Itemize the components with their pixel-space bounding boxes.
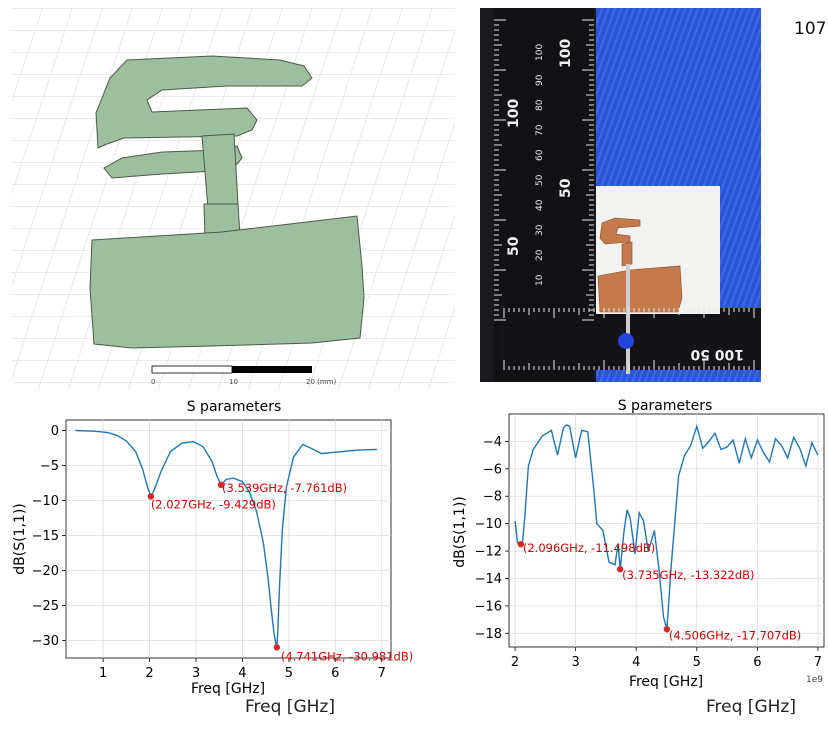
y-tick-label: −8 <box>483 490 502 505</box>
x-tick-label: 3 <box>571 655 579 670</box>
y-tick-label: −25 <box>32 599 59 614</box>
marker-point <box>663 626 671 633</box>
x-tick-label: 2 <box>145 666 153 681</box>
y-tick-label: −15 <box>32 529 59 544</box>
marker-point <box>517 540 525 548</box>
marker-annotation: (3.735GHz, -13.322dB) <box>622 568 754 582</box>
y-tick-label: −5 <box>40 459 59 474</box>
y-tick-label: −12 <box>475 545 502 560</box>
ruler-label: 80 <box>535 99 545 111</box>
series-line <box>75 429 378 648</box>
ruler-label: 30 <box>535 224 545 236</box>
y-tick-label: −20 <box>32 564 59 579</box>
y-tick-label: −10 <box>475 517 502 532</box>
feed-cable <box>626 264 630 374</box>
antenna-photo: 10 20 30 40 50 60 70 80 90 100 50 100 50 100 50 1… <box>480 8 761 382</box>
cropped-xlabel-left: Freq [GHz] <box>245 697 335 717</box>
ruler-big-label-100b: 100 <box>558 39 574 68</box>
cad-antenna-view: 0 10 20 (mm) <box>12 8 455 390</box>
x-tick-label: 4 <box>632 655 640 670</box>
ruler-label: 20 <box>535 249 545 261</box>
x-tick-label: 1 <box>99 666 107 681</box>
ruler-label: 50 <box>535 174 545 186</box>
cropped-xlabel-right: Freq [GHz] <box>706 697 796 717</box>
page-number: 107 <box>794 19 827 39</box>
copper-antenna <box>597 217 683 313</box>
x-tick-label: 5 <box>285 666 293 681</box>
y-tick-label: −4 <box>483 435 502 450</box>
x-tick-label: 7 <box>378 666 386 681</box>
scale-label-20: 20 (mm) <box>306 378 337 386</box>
marker-annotation: (2.096GHz, -11.498dB) <box>523 541 655 555</box>
scale-label-10: 10 <box>229 378 238 386</box>
ruler-label: 90 <box>535 74 545 86</box>
antenna-shape <box>89 55 365 349</box>
ruler-label: 60 <box>535 149 545 161</box>
marker-point <box>147 493 155 500</box>
ruler-big-label-50c: 50 <box>690 346 710 362</box>
x-axis-label: Freq [GHz] <box>629 674 703 690</box>
ruler-label: 10 <box>535 274 545 286</box>
x-tick-label: 5 <box>693 655 701 670</box>
ruler-label: 70 <box>535 124 545 136</box>
x-tick-label: 7 <box>814 655 822 670</box>
marker-point <box>616 565 624 573</box>
scale-bar: 0 10 20 (mm) <box>151 365 337 386</box>
x-tick-label: 6 <box>753 655 761 670</box>
marker-annotation: (4.506GHz, -17.707dB) <box>669 628 801 642</box>
y-tick-label: −16 <box>475 599 502 614</box>
x-tick-label: 2 <box>511 655 519 670</box>
y-axis-label: dB(S(1,1)) <box>12 503 28 575</box>
y-axis-label: dB(S(1,1)) <box>452 496 468 568</box>
ruler-big-label-50: 50 <box>506 236 522 256</box>
y-tick-label: −18 <box>475 627 502 642</box>
series-line <box>514 423 819 630</box>
ruler-big-label-100c: 100 <box>715 346 744 362</box>
marker-annotation: (3.539GHz, -7.761dB) <box>222 481 347 495</box>
x-axis-label: Freq [GHz] <box>191 681 265 697</box>
y-tick-label: 0 <box>51 424 59 439</box>
chart-simulated-s11: S parameters 1 2 3 4 5 6 7 0 −5 −10 −15 −20 −25 −30 (… <box>12 399 413 697</box>
ruler-big-label-100: 100 <box>506 99 522 128</box>
scale-label-0: 0 <box>151 378 155 386</box>
x-offset-label: 1e9 <box>806 675 823 685</box>
marker-point <box>273 644 281 651</box>
ruler-label: 100 <box>535 44 545 61</box>
marker-annotation: (4.741GHz, -30.981dB) <box>281 649 413 663</box>
ruler-big-label-50b: 50 <box>558 178 574 198</box>
ruler-label: 40 <box>535 199 545 211</box>
chart-title: S parameters <box>618 398 713 414</box>
chart-title: S parameters <box>187 399 282 415</box>
y-tick-label: −10 <box>32 494 59 509</box>
chart-measured-s11: S parameters 2 3 4 5 6 7 −4 −6 −8 −10 −12 −14 −16 −18… <box>452 398 825 690</box>
marker-point <box>217 481 225 489</box>
marker-annotation: (2.027GHz, -9.429dB) <box>151 498 276 512</box>
x-tick-label: 6 <box>331 666 339 681</box>
x-tick-label: 3 <box>192 666 200 681</box>
y-tick-label: −14 <box>475 572 502 587</box>
x-tick-label: 4 <box>238 666 246 681</box>
plot-area <box>65 419 392 659</box>
y-tick-label: −6 <box>483 462 502 477</box>
y-tick-label: −30 <box>32 634 59 649</box>
